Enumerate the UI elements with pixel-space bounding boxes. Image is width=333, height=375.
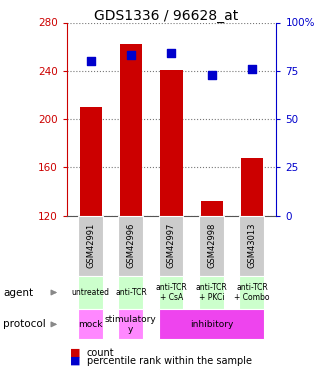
Text: anti-TCR
+ CsA: anti-TCR + CsA <box>156 283 187 302</box>
Bar <box>120 44 142 216</box>
Bar <box>80 107 102 216</box>
Text: mock: mock <box>78 320 103 329</box>
Bar <box>201 201 223 216</box>
Point <box>209 72 214 78</box>
Text: protocol: protocol <box>3 320 46 329</box>
Text: GSM42996: GSM42996 <box>127 223 136 268</box>
Bar <box>241 158 263 216</box>
Text: ■: ■ <box>70 356 81 366</box>
Text: ■: ■ <box>70 348 81 357</box>
Text: anti-TCR
+ PKCi: anti-TCR + PKCi <box>196 283 228 302</box>
Text: untreated: untreated <box>72 288 110 297</box>
Text: GDS1336 / 96628_at: GDS1336 / 96628_at <box>94 9 239 23</box>
Text: agent: agent <box>3 288 33 297</box>
Point <box>169 50 174 56</box>
Text: GSM42991: GSM42991 <box>86 223 95 268</box>
Text: anti-TCR: anti-TCR <box>115 288 147 297</box>
Point <box>129 53 134 58</box>
Point <box>249 66 255 72</box>
Text: GSM42998: GSM42998 <box>207 223 216 268</box>
Text: GSM43013: GSM43013 <box>248 223 257 268</box>
Bar <box>161 70 182 216</box>
Text: percentile rank within the sample: percentile rank within the sample <box>87 356 251 366</box>
Text: GSM42997: GSM42997 <box>167 223 176 268</box>
Text: inhibitory: inhibitory <box>190 320 233 329</box>
Point <box>88 58 94 64</box>
Text: anti-TCR
+ Combo: anti-TCR + Combo <box>234 283 270 302</box>
Text: count: count <box>87 348 114 357</box>
Text: stimulatory
y: stimulatory y <box>105 315 157 334</box>
